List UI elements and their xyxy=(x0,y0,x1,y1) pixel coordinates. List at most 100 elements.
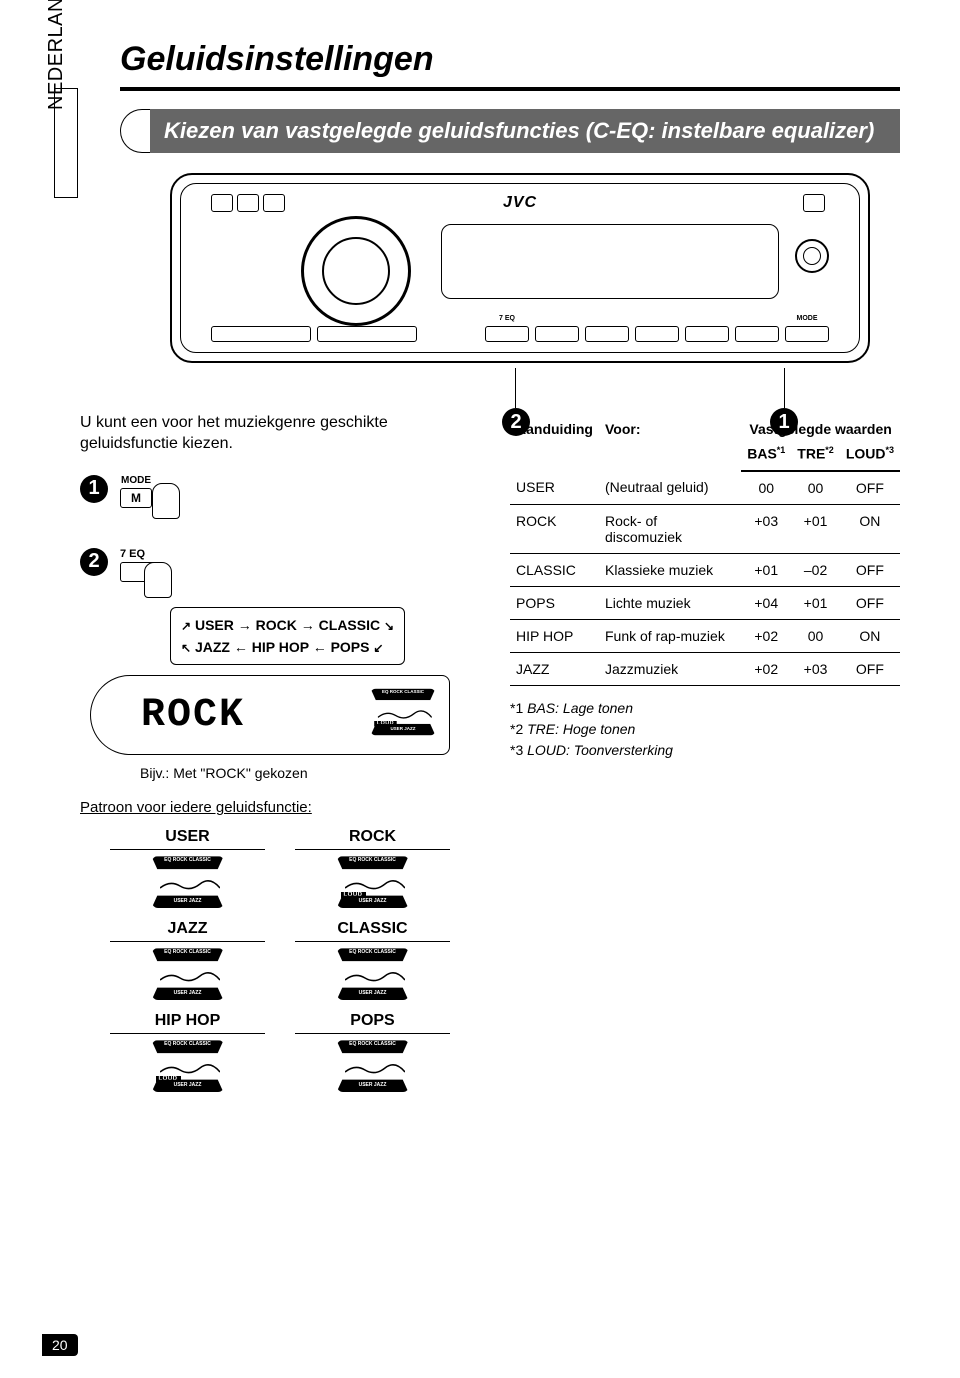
mode-label: MODE xyxy=(120,475,152,486)
cell-desc: (Neutraal geluid) xyxy=(599,471,741,505)
th-bas: BAS*1 xyxy=(741,437,791,471)
eq-pattern-icon: EQ ROCK CLASSIC LOUD USER JAZZ xyxy=(152,1040,224,1092)
cell-name: ROCK xyxy=(510,504,599,553)
stereo-display xyxy=(441,224,779,299)
table-row: JAZZ Jazzmuziek +02 +03 OFF xyxy=(510,652,900,685)
page-title: Geluidsinstellingen xyxy=(120,40,900,79)
cell-desc: Lichte muziek xyxy=(599,586,741,619)
lcd-panel: ROCK EQ ROCK CLASSIC LOUD USER JAZZ xyxy=(90,675,450,755)
pattern-grid: USER EQ ROCK CLASSIC USER JAZZ ROCK EQ R… xyxy=(110,828,450,1092)
cell-desc: Jazzmuziek xyxy=(599,652,741,685)
th-loud: LOUD*3 xyxy=(840,437,900,471)
pattern-label: POPS xyxy=(295,1012,450,1034)
cell-loud: ON xyxy=(840,504,900,553)
stereo-diagram: JVC 7 EQ MODE 2 1 xyxy=(170,173,870,363)
cell-desc: Funk of rap-muziek xyxy=(599,619,741,652)
pattern-label: USER xyxy=(110,828,265,850)
cell-loud: OFF xyxy=(840,586,900,619)
step-2-num: 2 xyxy=(80,548,108,576)
sidebar-language-label: NEDERLANDS xyxy=(45,0,68,110)
step-2: 2 7 EQ xyxy=(80,548,480,587)
table-body: USER (Neutraal geluid) 00 00 OFF ROCK Ro… xyxy=(510,471,900,686)
cell-loud: OFF xyxy=(840,652,900,685)
title-divider xyxy=(120,87,900,91)
cell-name: JAZZ xyxy=(510,652,599,685)
seq-classic: CLASSIC xyxy=(319,617,380,633)
cell-name: CLASSIC xyxy=(510,553,599,586)
cell-tre: +01 xyxy=(791,586,840,619)
cell-bas: +02 xyxy=(741,619,791,652)
lcd-caption: Bijv.: Met "ROCK" gekozen xyxy=(140,765,480,781)
pattern-cell: HIP HOP EQ ROCK CLASSIC LOUD USER JAZZ xyxy=(110,1012,265,1092)
cell-desc: Klassieke muziek xyxy=(599,553,741,586)
table-row: ROCK Rock- of discomuziek +03 +01 ON xyxy=(510,504,900,553)
finger-press-icon xyxy=(144,562,172,598)
mode-btn-label: MODE xyxy=(797,315,818,322)
pattern-title: Patroon voor iedere geluidsfunctie: xyxy=(80,799,480,816)
pattern-cell: USER EQ ROCK CLASSIC USER JAZZ xyxy=(110,828,265,908)
table-row: USER (Neutraal geluid) 00 00 OFF xyxy=(510,471,900,505)
eq-pattern-icon: EQ ROCK CLASSIC USER JAZZ xyxy=(337,948,409,1000)
section-heading: Kiezen van vastgelegde geluidsfuncties (… xyxy=(150,109,900,153)
mode-key: M xyxy=(120,488,152,508)
callout-1: 1 xyxy=(770,408,798,436)
stereo-top-left-buttons xyxy=(211,194,289,217)
seq-pops: POPS xyxy=(331,639,370,655)
table-row: CLASSIC Klassieke muziek +01 –02 OFF xyxy=(510,553,900,586)
cell-tre: 00 xyxy=(791,619,840,652)
seq-user: USER xyxy=(195,617,234,633)
page-number: 20 xyxy=(42,1334,78,1356)
cell-loud: OFF xyxy=(840,553,900,586)
eq-pattern-icon: EQ ROCK CLASSIC LOUD USER JAZZ xyxy=(337,856,409,908)
stereo-dial xyxy=(301,216,411,326)
table-row: POPS Lichte muziek +04 +01 OFF xyxy=(510,586,900,619)
footnotes: *1 BAS: Lage tonen *2 TRE: Hoge tonen *3… xyxy=(510,698,900,761)
stereo-brand: JVC xyxy=(503,194,537,212)
pattern-cell: CLASSIC EQ ROCK CLASSIC USER JAZZ xyxy=(295,920,450,1000)
th-tre: TRE*2 xyxy=(791,437,840,471)
eq-presets-table: Aanduiding Voor: Vastgelegde waarden BAS… xyxy=(510,413,900,686)
table-row: HIP HOP Funk of rap-muziek +02 00 ON xyxy=(510,619,900,652)
cell-tre: +01 xyxy=(791,504,840,553)
callout-2: 2 xyxy=(502,408,530,436)
eq-key-label: 7 EQ xyxy=(120,548,162,560)
pattern-label: JAZZ xyxy=(110,920,265,942)
eq-pattern-icon: EQ ROCK CLASSIC USER JAZZ xyxy=(152,948,224,1000)
pattern-label: ROCK xyxy=(295,828,450,850)
cell-tre: +03 xyxy=(791,652,840,685)
eq-pattern-icon: EQ ROCK CLASSIC USER JAZZ xyxy=(152,856,224,908)
cell-bas: +04 xyxy=(741,586,791,619)
eq-indicator-icon: EQ ROCK CLASSIC LOUD USER JAZZ xyxy=(371,689,436,736)
pattern-cell: JAZZ EQ ROCK CLASSIC USER JAZZ xyxy=(110,920,265,1000)
cell-name: USER xyxy=(510,471,599,505)
stereo-aux-dial xyxy=(795,239,829,273)
seq-rock: ROCK xyxy=(256,617,297,633)
cell-tre: –02 xyxy=(791,553,840,586)
pattern-cell: POPS EQ ROCK CLASSIC USER JAZZ xyxy=(295,1012,450,1092)
step-1: 1 MODE M xyxy=(80,475,480,508)
cell-loud: OFF xyxy=(840,471,900,505)
cell-name: HIP HOP xyxy=(510,619,599,652)
eq-pattern-icon: EQ ROCK CLASSIC USER JAZZ xyxy=(337,1040,409,1092)
eq-btn-label: 7 EQ xyxy=(499,315,515,322)
finger-press-icon xyxy=(152,483,180,519)
cell-bas: +03 xyxy=(741,504,791,553)
eq-sequence-box: ↗ USER → ROCK → CLASSIC ↘ ↖ JAZZ ← HIP H… xyxy=(170,607,405,666)
lcd-text: ROCK xyxy=(141,693,245,738)
section-bar-cap xyxy=(120,109,150,153)
cell-tre: 00 xyxy=(791,471,840,505)
cell-desc: Rock- of discomuziek xyxy=(599,504,741,553)
cell-name: POPS xyxy=(510,586,599,619)
stereo-bottom-buttons: 7 EQ MODE xyxy=(211,326,829,342)
stereo-top-right-buttons xyxy=(803,194,829,217)
section-heading-bar: Kiezen van vastgelegde geluidsfuncties (… xyxy=(120,109,900,153)
cell-bas: +02 xyxy=(741,652,791,685)
pattern-label: CLASSIC xyxy=(295,920,450,942)
pattern-cell: ROCK EQ ROCK CLASSIC LOUD USER JAZZ xyxy=(295,828,450,908)
cell-loud: ON xyxy=(840,619,900,652)
seq-hiphop: HIP HOP xyxy=(252,639,309,655)
pattern-label: HIP HOP xyxy=(110,1012,265,1034)
step-1-num: 1 xyxy=(80,475,108,503)
seq-jazz: JAZZ xyxy=(195,639,230,655)
cell-bas: 00 xyxy=(741,471,791,505)
